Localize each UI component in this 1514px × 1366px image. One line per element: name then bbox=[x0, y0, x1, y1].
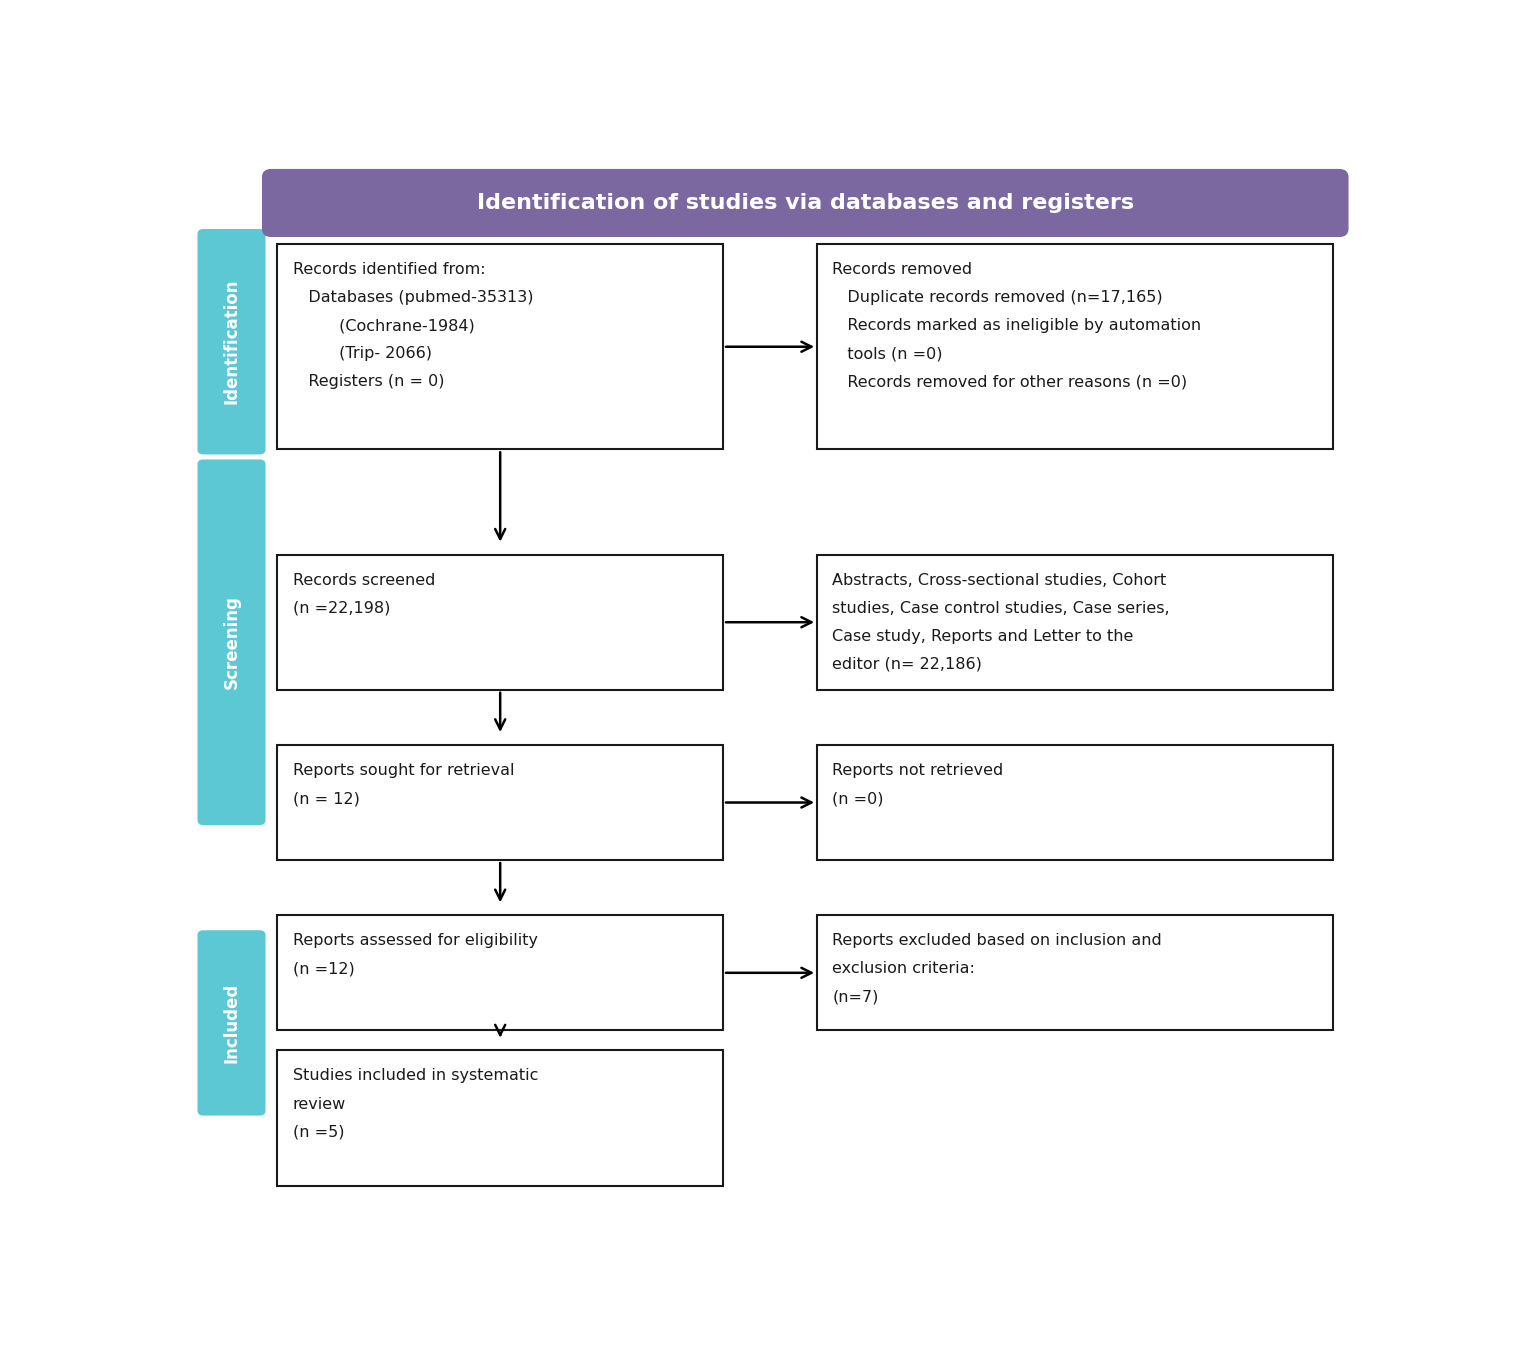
Text: Records screened: Records screened bbox=[292, 572, 435, 587]
FancyBboxPatch shape bbox=[197, 459, 265, 825]
FancyBboxPatch shape bbox=[277, 245, 724, 449]
FancyBboxPatch shape bbox=[818, 744, 1334, 861]
Text: Duplicate records removed (n=17,165): Duplicate records removed (n=17,165) bbox=[833, 290, 1163, 305]
Text: (n =5): (n =5) bbox=[292, 1124, 344, 1139]
FancyBboxPatch shape bbox=[197, 229, 265, 455]
Text: (n = 12): (n = 12) bbox=[292, 791, 359, 806]
Text: Records removed for other reasons (n =0): Records removed for other reasons (n =0) bbox=[833, 374, 1187, 389]
Text: Reports assessed for eligibility: Reports assessed for eligibility bbox=[292, 933, 537, 948]
Text: (n =22,198): (n =22,198) bbox=[292, 601, 391, 616]
FancyBboxPatch shape bbox=[262, 169, 1349, 238]
Text: Records marked as ineligible by automation: Records marked as ineligible by automati… bbox=[833, 318, 1202, 333]
Text: Identification: Identification bbox=[223, 279, 241, 404]
Text: studies, Case control studies, Case series,: studies, Case control studies, Case seri… bbox=[833, 601, 1170, 616]
Text: Databases (pubmed-35313): Databases (pubmed-35313) bbox=[292, 290, 533, 305]
FancyBboxPatch shape bbox=[277, 555, 724, 690]
Text: Identification of studies via databases and registers: Identification of studies via databases … bbox=[477, 193, 1134, 213]
FancyBboxPatch shape bbox=[818, 245, 1334, 449]
Text: Case study, Reports and Letter to the: Case study, Reports and Letter to the bbox=[833, 628, 1134, 643]
Text: Reports sought for retrieval: Reports sought for retrieval bbox=[292, 764, 515, 779]
Text: (Trip- 2066): (Trip- 2066) bbox=[292, 346, 431, 361]
Text: review: review bbox=[292, 1097, 345, 1112]
FancyBboxPatch shape bbox=[277, 744, 724, 861]
Text: exclusion criteria:: exclusion criteria: bbox=[833, 962, 975, 977]
FancyBboxPatch shape bbox=[818, 555, 1334, 690]
Text: (n=7): (n=7) bbox=[833, 989, 878, 1004]
Text: (n =0): (n =0) bbox=[833, 791, 884, 806]
Text: Screening: Screening bbox=[223, 596, 241, 690]
Text: tools (n =0): tools (n =0) bbox=[833, 346, 943, 361]
Text: Records removed: Records removed bbox=[833, 262, 978, 277]
Text: Reports excluded based on inclusion and: Reports excluded based on inclusion and bbox=[833, 933, 1163, 948]
Text: editor (n= 22,186): editor (n= 22,186) bbox=[833, 657, 983, 672]
FancyBboxPatch shape bbox=[818, 915, 1334, 1030]
Text: Records identified from:: Records identified from: bbox=[292, 262, 484, 277]
Text: (Cochrane-1984): (Cochrane-1984) bbox=[292, 318, 474, 333]
Text: Registers (n = 0): Registers (n = 0) bbox=[292, 374, 444, 389]
Text: Included: Included bbox=[223, 982, 241, 1063]
FancyBboxPatch shape bbox=[277, 1050, 724, 1186]
FancyBboxPatch shape bbox=[197, 930, 265, 1116]
Text: Abstracts, Cross-sectional studies, Cohort: Abstracts, Cross-sectional studies, Coho… bbox=[833, 572, 1166, 587]
FancyBboxPatch shape bbox=[277, 915, 724, 1030]
Text: (n =12): (n =12) bbox=[292, 962, 354, 977]
Text: Studies included in systematic: Studies included in systematic bbox=[292, 1068, 537, 1083]
Text: Reports not retrieved: Reports not retrieved bbox=[833, 764, 1004, 779]
